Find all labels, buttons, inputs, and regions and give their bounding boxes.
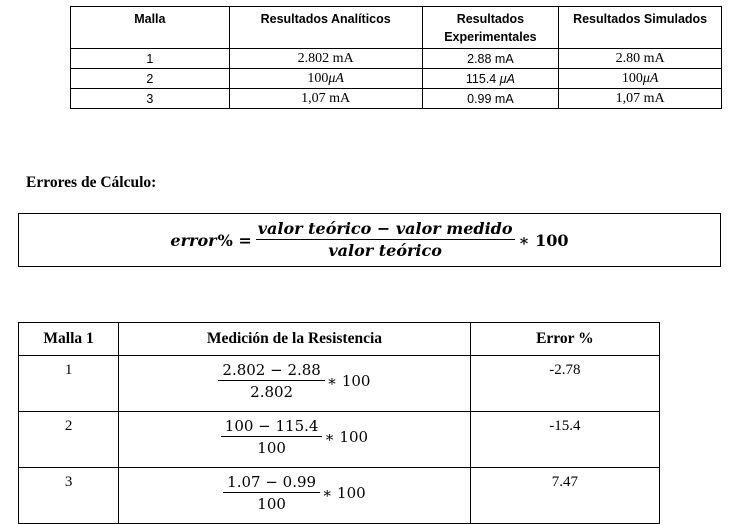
cell-malla: 1 — [70, 48, 230, 69]
fraction-denominator: 100 — [257, 438, 286, 457]
cell-analitico: 1,07 mA — [228, 88, 423, 109]
header-error: Error % — [469, 322, 661, 356]
formula-fraction: valor teórico − valor medido valor teóri… — [255, 219, 515, 260]
formula-lhs: error — [170, 230, 217, 250]
cell-simulado: 1,07 mA — [558, 88, 722, 109]
formula-numerator: valor teórico − valor medido — [255, 219, 515, 240]
table-row: 2 100μA 115.4 μA 100μA — [70, 68, 722, 89]
cell-medicion: 100 − 115.4 100 ∗ 100 — [118, 411, 471, 468]
multiplier: ∗ 100 — [326, 371, 371, 390]
error-table: Malla 1 Medición de la Resistencia Error… — [17, 322, 661, 524]
header-malla1: Malla 1 — [17, 322, 120, 356]
header-simulados: Resultados Simulados — [558, 6, 722, 49]
cell-error: -2.78 — [469, 355, 661, 412]
error-table-header: Malla 1 Medición de la Resistencia Error… — [17, 322, 661, 356]
table-row: 1 2.802 mA 2.88 mA 2.80 mA — [70, 48, 722, 69]
cell-analitico: 100μA — [228, 68, 423, 89]
formula-box: error % = valor teórico − valor medido v… — [18, 213, 721, 267]
cell-experimental: 2.88 mA — [421, 48, 560, 69]
cell-analitico: 2.802 mA — [228, 48, 423, 69]
cell-malla: 3 — [70, 88, 230, 109]
cell-medicion: 1.07 − 0.99 100 ∗ 100 — [118, 467, 471, 524]
table-row: 1 2.802 − 2.88 2.802 ∗ 100 -2.78 — [17, 355, 661, 412]
fraction: 1.07 − 0.99 100 — [223, 473, 321, 513]
table-row: 2 100 − 115.4 100 ∗ 100 -15.4 — [17, 411, 661, 468]
error-formula: error % = valor teórico − valor medido v… — [19, 214, 720, 266]
cell-medicion: 2.802 − 2.88 2.802 ∗ 100 — [118, 355, 471, 412]
cell-simulado: 2.80 mA — [558, 48, 722, 69]
multiplier: ∗ 100 — [322, 483, 366, 502]
fraction-numerator: 2.802 − 2.88 — [218, 361, 325, 381]
header-malla: Malla — [70, 6, 230, 49]
cell-malla: 2 — [70, 68, 230, 89]
results-table: Malla Resultados Analíticos Resultados E… — [70, 6, 722, 109]
formula-times: ∗ 100 — [518, 230, 569, 250]
header-medicion: Medición de la Resistencia — [118, 322, 471, 356]
cell-malla: 2 — [17, 411, 120, 468]
section-title: Errores de Cálculo: — [26, 174, 157, 191]
multiplier: ∗ 100 — [324, 427, 369, 446]
fraction: 2.802 − 2.88 2.802 — [218, 361, 325, 401]
fraction-numerator: 1.07 − 0.99 — [223, 473, 321, 493]
fraction-denominator: 2.802 — [250, 382, 294, 401]
fraction-denominator: 100 — [257, 494, 286, 513]
cell-error: 7.47 — [469, 467, 661, 524]
formula-denominator: valor teórico — [328, 241, 442, 260]
table-row: 3 1.07 − 0.99 100 ∗ 100 7.47 — [17, 467, 661, 524]
results-table-header: Malla Resultados Analíticos Resultados E… — [70, 6, 722, 49]
cell-malla: 3 — [17, 467, 120, 524]
cell-simulado: 100μA — [558, 68, 722, 89]
cell-experimental: 115.4 μA — [421, 68, 560, 89]
cell-error: -15.4 — [469, 411, 661, 468]
formula-percent: % = — [217, 230, 252, 250]
table-row: 3 1,07 mA 0.99 mA 1,07 mA — [70, 88, 722, 109]
cell-malla: 1 — [17, 355, 120, 412]
fraction-numerator: 100 − 115.4 — [220, 417, 323, 437]
fraction: 100 − 115.4 100 — [220, 417, 323, 457]
header-analiticos: Resultados Analíticos — [228, 6, 423, 49]
header-experimentales: Resultados Experimentales — [421, 6, 560, 49]
cell-experimental: 0.99 mA — [421, 88, 560, 109]
